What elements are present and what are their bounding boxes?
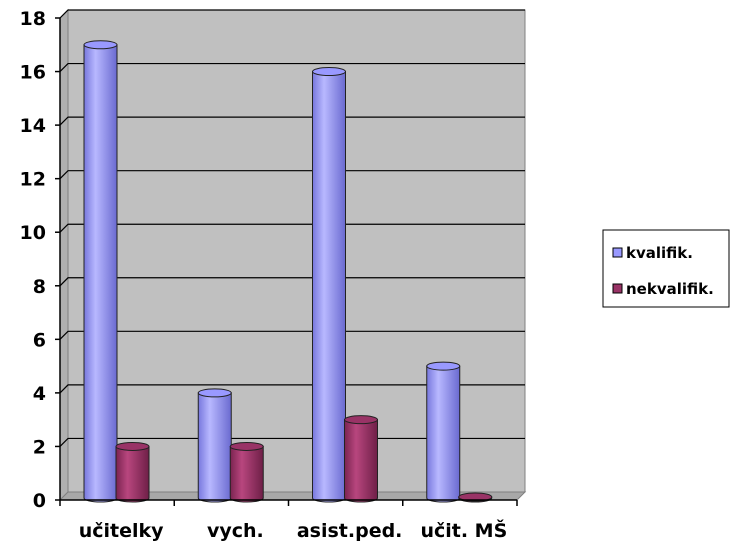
bar <box>83 40 118 503</box>
legend-swatch <box>612 247 623 258</box>
gridline <box>59 116 525 126</box>
bar <box>458 492 493 503</box>
bar-top <box>312 67 346 77</box>
bar-body <box>229 445 264 503</box>
gridline <box>59 277 525 287</box>
bar-top <box>115 441 150 451</box>
y-tick-label: 4 <box>33 383 46 405</box>
bar <box>229 441 264 503</box>
gridline <box>59 223 525 233</box>
bar-body <box>344 419 378 503</box>
y-tick-label: 6 <box>33 329 46 351</box>
x-tick-label: učit. MŠ <box>420 518 507 542</box>
bar-body <box>312 71 346 503</box>
x-tick-label: vych. <box>207 520 264 542</box>
legend-swatch <box>612 283 623 294</box>
y-tick-label: 16 <box>20 62 46 84</box>
bar <box>312 67 346 503</box>
x-axis: učitelky vych. asist.ped. učit. MŠ <box>59 499 518 542</box>
gridline <box>59 9 525 19</box>
y-tick-label: 14 <box>20 115 46 137</box>
bar-body <box>426 365 461 503</box>
gridline <box>59 62 525 72</box>
bar <box>426 361 461 503</box>
bars <box>83 40 493 503</box>
legend: kvalifik. nekvalifik. <box>602 229 730 308</box>
y-axis: 0 2 4 6 8 10 12 14 16 18 <box>20 8 61 512</box>
legend-label: kvalifik. <box>626 244 693 262</box>
legend-label: nekvalifik. <box>626 280 714 298</box>
x-tick-label: učitelky <box>79 520 164 542</box>
bar-body <box>197 392 232 503</box>
gridlines <box>59 9 525 447</box>
bar-top <box>344 415 378 425</box>
bar <box>344 415 378 503</box>
bar-top <box>426 361 461 371</box>
legend-box <box>602 229 730 308</box>
bar <box>115 441 150 503</box>
gridline <box>59 330 525 340</box>
x-tick-label: asist.ped. <box>297 520 403 542</box>
gridline <box>59 170 525 180</box>
bar <box>197 388 232 503</box>
bar-top <box>83 40 118 50</box>
y-tick-label: 8 <box>33 276 46 298</box>
chart-wall <box>58 8 527 502</box>
bar-body <box>83 44 118 503</box>
y-tick-label: 12 <box>20 169 46 191</box>
y-tick-label: 10 <box>20 222 46 244</box>
y-tick-label: 0 <box>33 490 46 512</box>
bar-body <box>115 445 150 503</box>
gridline <box>59 384 525 394</box>
bar-top <box>229 441 264 451</box>
y-tick-label: 2 <box>33 436 46 458</box>
side-wall <box>59 8 69 502</box>
bar-top <box>458 492 493 502</box>
y-tick-label: 18 <box>20 8 46 30</box>
bar-top <box>197 388 232 398</box>
